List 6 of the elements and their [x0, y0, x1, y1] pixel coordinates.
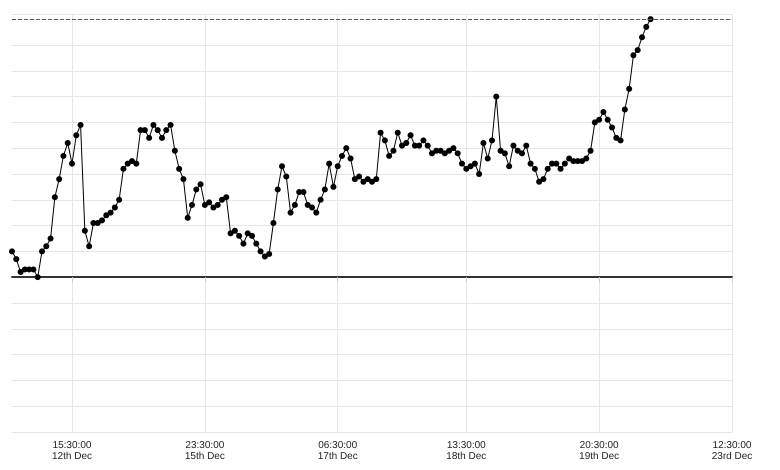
x-tick-label: 13:30:00 18th Dec	[446, 440, 486, 462]
x-tick-label: 23:30:00 15th Dec	[184, 440, 225, 462]
x-tick-label: 15:30:00 12th Dec	[52, 440, 92, 462]
x-tick-label: 06:30:00 17th Dec	[318, 440, 358, 462]
x-tick-label: 12:30:00 23rd Dec	[712, 440, 752, 462]
x-tick-label: 20:30:00 19th Dec	[579, 440, 620, 462]
